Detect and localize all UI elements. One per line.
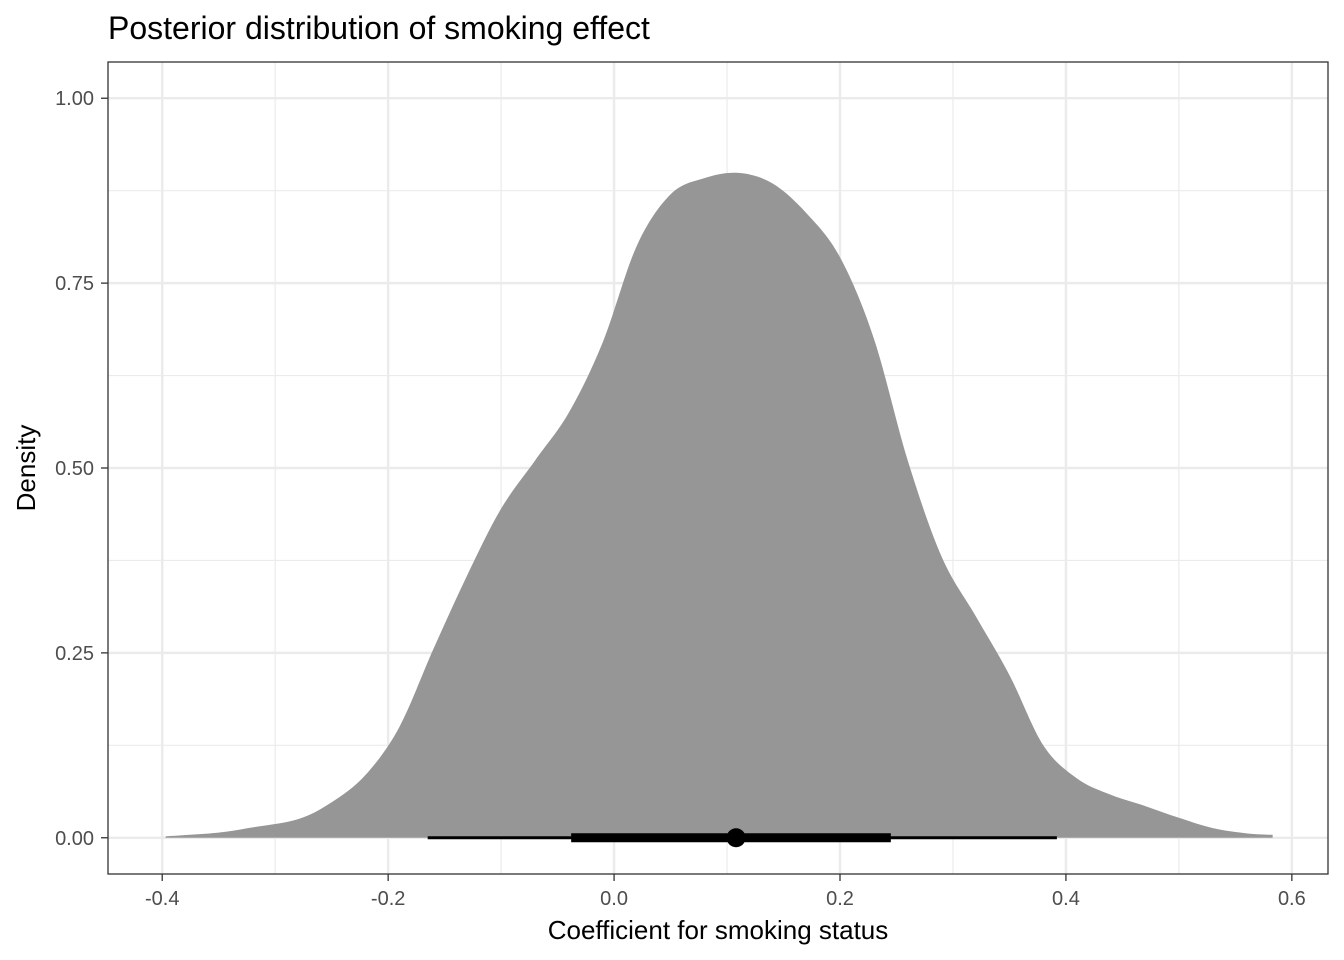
median-point	[726, 828, 746, 848]
x-axis-title: Coefficient for smoking status	[548, 915, 889, 945]
y-axis: 0.00 0.25 0.50 0.75 1.00	[55, 88, 108, 850]
x-tick-label: 0.2	[826, 888, 854, 910]
point-interval	[427, 828, 1057, 848]
x-axis: -0.4 -0.2 0.0 0.2 0.4 0.6	[145, 874, 1306, 910]
y-tick-label: 0.75	[55, 273, 94, 295]
chart-title: Posterior distribution of smoking effect	[108, 10, 650, 46]
y-tick-label: 0.25	[55, 643, 94, 665]
x-tick-label: 0.4	[1052, 888, 1080, 910]
y-tick-label: 1.00	[55, 88, 94, 110]
density-area	[165, 172, 1273, 838]
y-tick-label: 0.50	[55, 458, 94, 480]
x-tick-label: -0.4	[145, 888, 179, 910]
x-tick-label: -0.2	[371, 888, 405, 910]
x-tick-label: 0.0	[600, 888, 628, 910]
x-tick-label: 0.6	[1278, 888, 1306, 910]
y-tick-label: 0.00	[55, 828, 94, 850]
y-axis-title: Density	[11, 425, 41, 512]
grid-major	[108, 62, 1328, 874]
